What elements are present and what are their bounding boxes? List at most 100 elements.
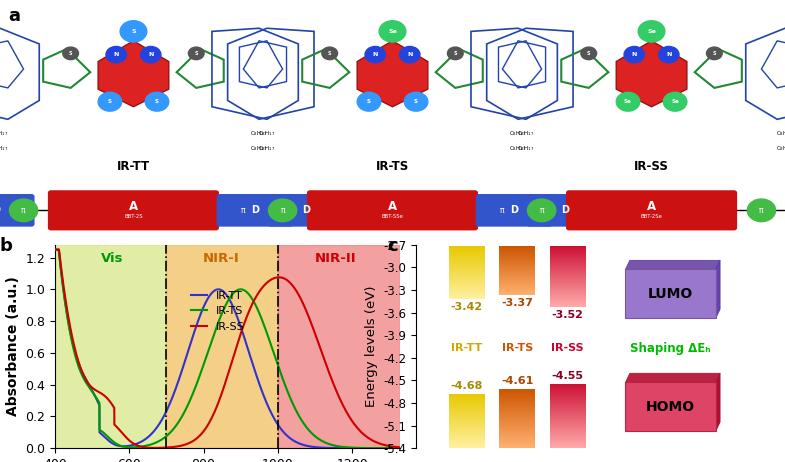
Circle shape [188, 47, 204, 60]
Y-axis label: Absorbance (a.u.): Absorbance (a.u.) [5, 277, 20, 416]
Circle shape [488, 199, 517, 222]
Bar [499, 286, 535, 287]
FancyBboxPatch shape [307, 190, 478, 231]
Bar [499, 395, 535, 396]
Bar [499, 273, 535, 274]
Bar [499, 278, 535, 279]
Bar [550, 278, 586, 279]
Bar [448, 286, 484, 287]
Bar [550, 275, 586, 276]
Bar [448, 418, 484, 419]
Bar [550, 388, 586, 389]
Text: $\mathregular{C_8H_{17}}$: $\mathregular{C_8H_{17}}$ [509, 145, 527, 153]
Bar [499, 287, 535, 288]
Bar [550, 445, 586, 446]
Bar [550, 414, 586, 415]
Bar [499, 442, 535, 443]
Bar [448, 413, 484, 414]
Bar [499, 438, 535, 439]
Bar [448, 288, 484, 289]
Bar [550, 290, 586, 291]
Text: b: b [0, 237, 13, 255]
Text: S: S [195, 51, 198, 56]
Circle shape [141, 47, 161, 63]
Bar [550, 421, 586, 422]
Text: N: N [666, 52, 671, 57]
Bar [550, 443, 586, 444]
Circle shape [404, 92, 428, 111]
Bar [499, 446, 535, 447]
Bar [448, 251, 484, 252]
Bar [550, 432, 586, 433]
Bar [550, 415, 586, 416]
Bar [499, 441, 535, 442]
Bar [499, 411, 535, 412]
Text: π: π [500, 206, 505, 215]
Circle shape [145, 92, 169, 111]
Bar [550, 288, 586, 289]
Bar [550, 405, 586, 406]
Bar [499, 292, 535, 293]
Bar [499, 284, 535, 285]
Bar [499, 266, 535, 267]
Bar [550, 301, 586, 302]
Bar [448, 275, 484, 276]
Bar [550, 295, 586, 296]
Bar [448, 271, 484, 272]
Bar [499, 271, 535, 272]
Bar [499, 435, 535, 436]
Bar [499, 281, 535, 282]
Bar [550, 401, 586, 402]
Bar [448, 293, 484, 294]
Text: $\mathregular{C_8H_{17}}$: $\mathregular{C_8H_{17}}$ [776, 129, 785, 138]
Text: $\mathregular{C_8H_{17}}$: $\mathregular{C_8H_{17}}$ [258, 129, 276, 138]
Bar [448, 281, 484, 282]
Text: IR-SS: IR-SS [551, 343, 584, 353]
Bar [499, 279, 535, 280]
Bar [550, 395, 586, 396]
Bar [550, 304, 586, 305]
Bar [448, 433, 484, 434]
Bar [499, 280, 535, 281]
Circle shape [9, 199, 38, 222]
Bar [550, 303, 586, 304]
Bar [448, 268, 484, 269]
Text: $\mathregular{C_8H_{17}}$: $\mathregular{C_8H_{17}}$ [517, 129, 535, 138]
Text: -4.61: -4.61 [501, 376, 533, 386]
Bar [448, 276, 484, 277]
Text: IR-TS: IR-TS [502, 343, 533, 353]
Text: D: D [561, 205, 569, 215]
Bar [448, 257, 484, 258]
Text: $\mathregular{C_8H_{17}}$: $\mathregular{C_8H_{17}}$ [258, 145, 276, 153]
Bar [499, 392, 535, 393]
Bar [550, 409, 586, 410]
Bar [499, 431, 535, 432]
Circle shape [528, 199, 556, 222]
Bar [448, 419, 484, 420]
Bar [550, 412, 586, 413]
Bar [550, 433, 586, 434]
Bar [550, 446, 586, 447]
Bar [550, 300, 586, 301]
Bar [550, 404, 586, 405]
Bar [550, 415, 586, 416]
Bar [550, 408, 586, 409]
Bar [499, 405, 535, 406]
Bar [448, 256, 484, 257]
Bar [448, 443, 484, 444]
Bar [448, 434, 484, 435]
Circle shape [98, 92, 122, 111]
Bar [550, 247, 586, 248]
Text: Se: Se [388, 29, 397, 34]
Bar [550, 272, 586, 273]
Text: S: S [155, 99, 159, 104]
Bar [550, 446, 586, 447]
Bar [499, 419, 535, 420]
Text: D: D [302, 205, 310, 215]
Circle shape [229, 199, 257, 222]
Bar [499, 422, 535, 423]
Polygon shape [626, 260, 720, 269]
Bar [448, 420, 484, 421]
Bar [499, 265, 535, 266]
Bar [550, 439, 586, 440]
